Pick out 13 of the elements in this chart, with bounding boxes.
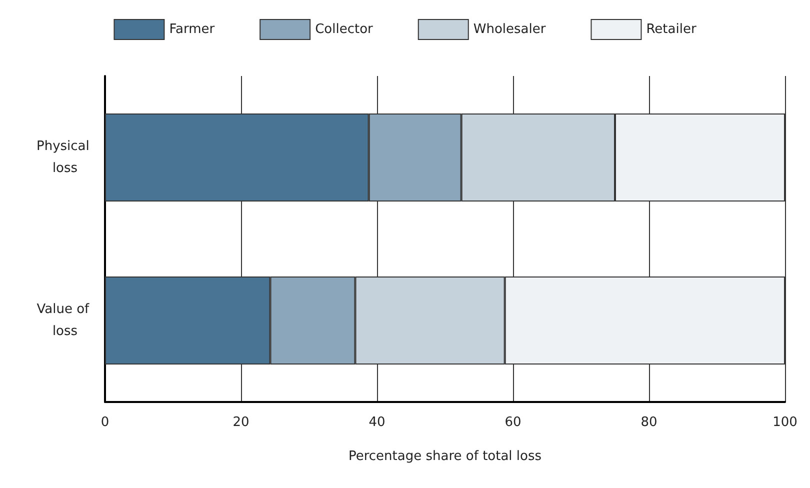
x-tick-label: 60: [504, 415, 522, 430]
x-axis-title: Percentage share of total loss: [348, 449, 542, 464]
x-tick-label: 20: [232, 415, 250, 430]
x-tick-label: 100: [772, 415, 798, 430]
y-tick-label: Value of loss: [36, 302, 94, 339]
x-tick-label: 0: [100, 415, 110, 430]
legend-label: Wholesaler: [473, 22, 546, 37]
x-tick-label: 40: [368, 415, 386, 430]
legend-label: Collector: [315, 22, 374, 37]
legend-label: Retailer: [646, 22, 697, 37]
y-tick-label: Physical loss: [36, 139, 94, 176]
legend-label: Farmer: [169, 22, 216, 37]
x-tick-label: 80: [640, 415, 658, 430]
